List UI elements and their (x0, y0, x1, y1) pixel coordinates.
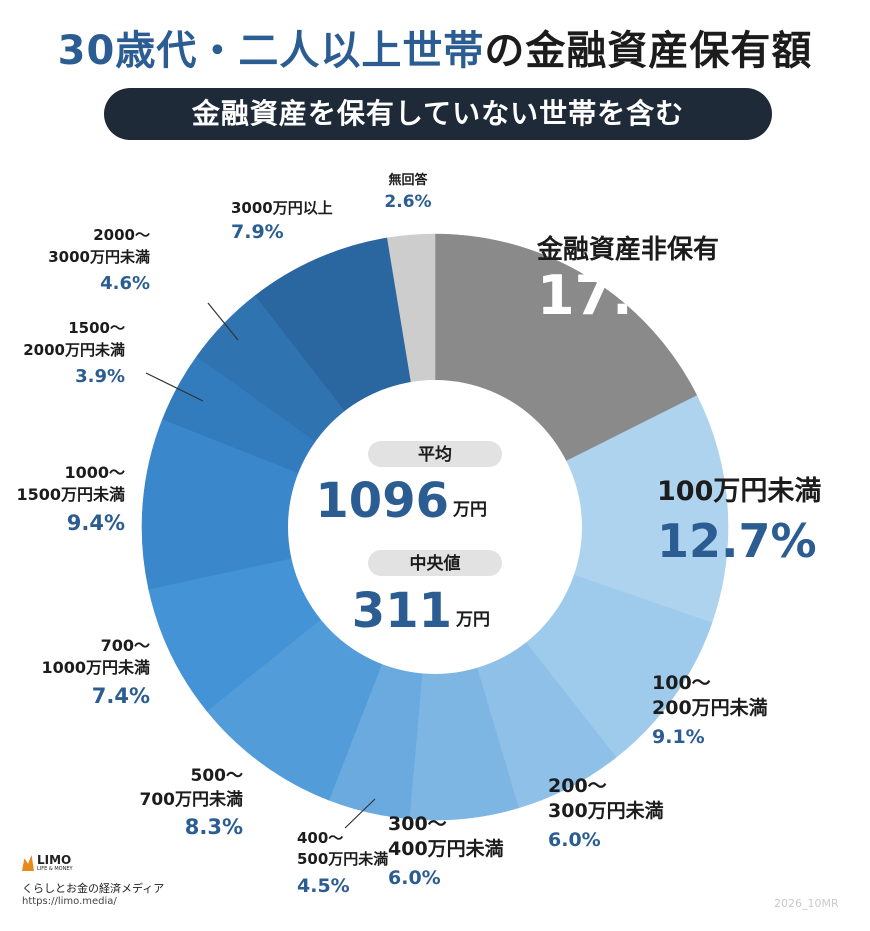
slice-label-7: 700～ 1000万円未満 7.4% (41, 636, 150, 708)
slice-label-text: 無回答 (388, 172, 428, 188)
slice-label-5: 400～ 500万円未満 4.5% (297, 829, 388, 897)
logo-mark-icon (22, 855, 34, 871)
slice-label-percent: 2.6% (384, 192, 431, 212)
logo-name: LIMO (37, 853, 72, 867)
slice-label-text: 2000万円未満 (23, 341, 125, 359)
slice-label-percent: 7.4% (92, 684, 150, 708)
slice-label-percent: 6.0% (388, 867, 441, 889)
footer-url[interactable]: https://limo.media/ (22, 896, 117, 907)
slice-label-9: 1500～ 2000万円未満 3.9% (23, 319, 125, 387)
limo-logo: LIMO LIFE & MONEY (22, 853, 82, 875)
title-part1: 30歳代・二人以上世帯 (57, 28, 485, 74)
slice-1 (434, 395, 729, 624)
leader-lines (145, 302, 376, 829)
slice-label-6: 500～ 700万円未満 8.3% (140, 766, 244, 839)
slice-label-text: 300万円未満 (548, 799, 664, 822)
slice-label-text: 金融資産非保有 (536, 234, 719, 265)
slice-label-text: 200～ (548, 775, 607, 797)
slice-label-text: 500万円未満 (297, 850, 388, 868)
slice-label-10: 2000～ 3000万円未満 4.6% (48, 226, 150, 294)
average-pill (368, 441, 502, 467)
logo-tagline: LIFE & MONEY (37, 866, 73, 872)
slice-label-percent: 8.3% (185, 815, 243, 839)
slice-label-text: 100万円未満 (657, 476, 821, 507)
chart-title: 30歳代・二人以上世帯の金融資産保有額 (0, 18, 870, 76)
slice-label-text: 1500～ (68, 319, 125, 337)
average-value: 1096 (315, 473, 449, 529)
slice-label-percent: 7.9% (231, 221, 284, 243)
slice-label-percent: 17.6% (537, 264, 724, 327)
slice-label-text: 400～ (297, 829, 343, 847)
chart-subtitle: 金融資産を保有していない世帯を含む (104, 88, 772, 140)
leader-line-1 (145, 372, 204, 402)
median-unit: 万円 (455, 610, 490, 630)
slice-label-text: 200万円未満 (652, 696, 768, 719)
slice-label-text: 2000～ (93, 226, 150, 244)
slice-label-text: 400万円未満 (388, 837, 504, 860)
median-value: 311 (352, 583, 452, 639)
leader-line-2 (344, 798, 376, 829)
footer-tagline: くらしとお金の経済メディア (22, 882, 165, 895)
slice-label-2: 100～200万円未満 9.1% (652, 672, 768, 748)
slice-label-text: 3000万円以上 (231, 199, 333, 217)
average-label: 平均 (418, 444, 452, 465)
slice-label-percent: 12.7% (657, 514, 817, 568)
median-label: 中央値 (410, 553, 461, 574)
slice-label-3: 200～300万円未満 6.0% (548, 775, 664, 851)
average-unit: 万円 (452, 500, 487, 520)
slice-label-percent: 3.9% (75, 366, 125, 387)
slice-label-8: 1000～ 1500万円未満 9.4% (16, 463, 125, 535)
image-code: 2026_10MR (774, 897, 839, 910)
slice-label-11: 3000万円以上 7.9% (231, 199, 333, 243)
donut-hole (288, 380, 582, 674)
slice-label-text: 100～ (652, 672, 711, 694)
slice-label-4: 300～400万円未満 6.0% (388, 813, 504, 889)
leader-line-0 (207, 302, 239, 341)
slice-label-1: 100万円未満 12.7% (657, 476, 821, 568)
slice-label-percent: 4.5% (297, 875, 350, 897)
slice-label-text: 1000万円未満 (41, 658, 150, 677)
slice-label-percent: 9.1% (652, 726, 705, 748)
slice-label-text: 500～ (191, 766, 244, 786)
slice-label-text: 700万円未満 (140, 789, 244, 810)
median-pill (368, 550, 502, 576)
slice-label-percent: 9.4% (67, 511, 125, 535)
slice-label-text: 1000～ (64, 463, 125, 482)
slice-label-text: 700～ (101, 636, 150, 655)
slice-label-text: 3000万円未満 (48, 248, 150, 266)
slice-label-percent: 4.6% (100, 273, 150, 294)
slice-label-text: 300～ (388, 813, 447, 835)
slice-label-percent: 6.0% (548, 829, 601, 851)
slice-label-12: 無回答 2.6% (384, 172, 431, 212)
title-part2: の金融資産保有額 (484, 28, 813, 74)
slice-8 (141, 418, 437, 590)
slice-label-text: 1500万円未満 (16, 485, 125, 504)
